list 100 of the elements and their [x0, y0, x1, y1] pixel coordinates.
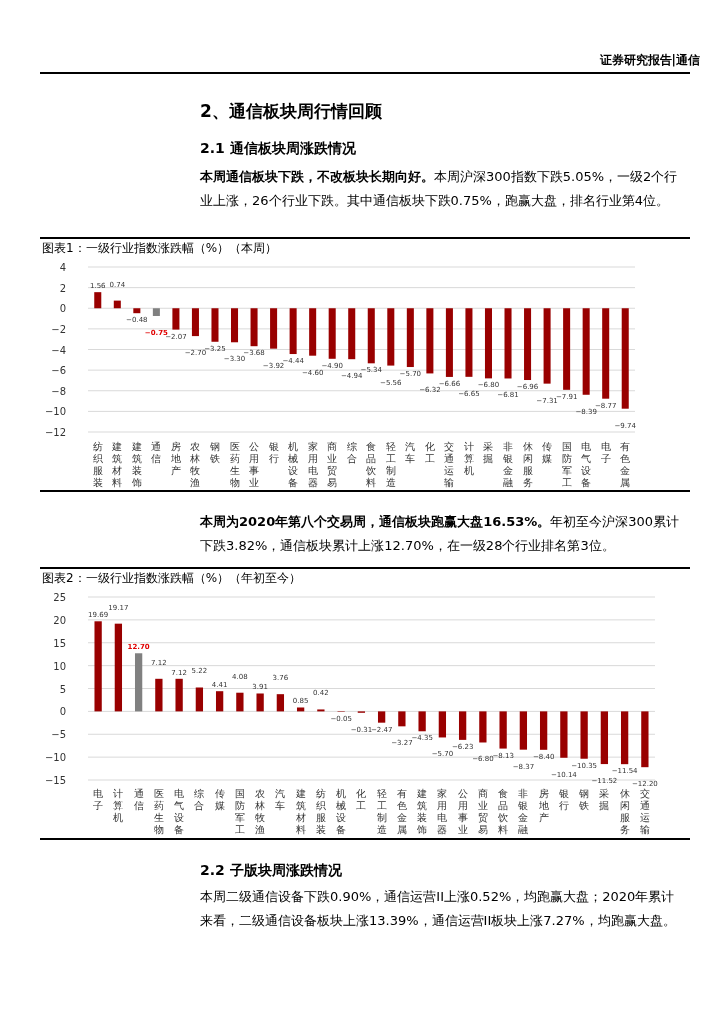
bar: [406, 308, 414, 368]
bar: [134, 653, 143, 712]
y-tick-label: 5: [59, 683, 66, 695]
x-tick-label: 汽车: [275, 788, 286, 811]
x-tick-label: 公用事业: [249, 441, 260, 488]
y-tick-label: 2: [59, 282, 66, 294]
x-tick-label: 农林牧渔: [254, 788, 266, 835]
bar: [155, 678, 163, 712]
bar: [348, 308, 356, 360]
annotation-p3: 本周二级通信设备下跌0.90%，通信运营II上涨0.52%，均跑赢大盘；2020年累计来看，二级通信设备板块上涨13.39%，通信运营II板块上涨7.27%，均跑赢大盘。: [200, 888, 677, 930]
bar: [519, 711, 528, 750]
bar: [172, 308, 180, 330]
bar: [438, 711, 447, 738]
x-tick-label: 房地产: [169, 441, 181, 476]
x-tick-label: 商业贸易: [327, 441, 338, 488]
x-tick-label: 食品饮料: [365, 441, 377, 488]
bar: [504, 308, 512, 379]
y-tick-label: 0: [59, 303, 66, 315]
x-tick-label: 通信: [151, 441, 162, 464]
y-tick-label: −10: [44, 406, 66, 418]
bar: [484, 308, 492, 379]
x-tick-label: 房地产: [537, 788, 549, 823]
bar: [458, 711, 467, 740]
bar: [231, 308, 239, 343]
x-tick-label: 综合: [194, 788, 205, 811]
annotation-h2: 2.1 通信板块周涨跌情况: [200, 140, 357, 158]
bar: [256, 693, 264, 712]
x-tick-label: 化工: [424, 441, 435, 464]
bar: [152, 308, 160, 316]
bar: [641, 711, 649, 768]
x-tick-label: 国防军工: [561, 441, 572, 488]
x-tick-label: 计算机: [113, 788, 124, 823]
y-tick-label: 20: [53, 614, 66, 626]
x-tick-label: 医药生物: [229, 441, 240, 488]
y-tick-label: −6: [51, 365, 66, 377]
bar: [499, 711, 507, 749]
y-tick-label: 25: [53, 592, 66, 603]
bar: [289, 308, 297, 355]
annotation-h3: 2.2 子版块周涨跌情况: [200, 862, 343, 880]
x-tick-label: 电子: [600, 441, 611, 464]
bar: [309, 308, 317, 356]
x-tick-label: 家用电器: [307, 441, 318, 488]
x-tick-label: 轻工制造: [376, 788, 387, 835]
x-tick-label: 有色金属: [620, 441, 631, 488]
bar: [539, 711, 548, 750]
x-tick-label: 银行: [557, 788, 569, 811]
bar: [445, 308, 453, 377]
bar: [543, 308, 551, 384]
title: 图表2：一级行业指数涨跌幅（%）（年初至今）: [42, 570, 303, 587]
y-tick-label: 0: [59, 706, 66, 718]
x-tick-label: 计算机: [463, 441, 474, 476]
x-tick-label: 建筑装饰: [416, 788, 428, 835]
bar: [94, 292, 102, 309]
x-tick-label: 交通运输: [444, 441, 455, 488]
bar: [398, 711, 406, 727]
bar: [418, 711, 426, 732]
bar: [600, 711, 609, 765]
x-tick-label: 汽车: [405, 441, 416, 464]
x-tick-label: 公用事业: [457, 788, 468, 835]
x-tick-label: 交通运输: [639, 788, 650, 835]
x-tick-label: 食品饮料: [497, 788, 509, 835]
bar: [580, 711, 588, 759]
bar: [563, 308, 571, 390]
bar: [250, 308, 258, 347]
bar: [195, 687, 204, 712]
x-tick-label: 家用电器: [437, 788, 448, 835]
y-tick-label: −10: [44, 752, 66, 764]
x-tick-label: 休闲服务: [522, 441, 533, 488]
x-tick-label: 采掘: [483, 441, 494, 464]
bar: [215, 691, 224, 712]
x-tick-label: 传媒: [214, 788, 225, 811]
annotation-p2: 本周为2020年第八个交易周，通信板块跑赢大盘16.53%。年初至今沪深300累计下跌3.82%，通信板块累计上涨12.70%，在一级28个行业排名第3位。: [200, 513, 680, 555]
x-tick-label: 传媒: [542, 441, 553, 464]
annotation-p1: 本周通信板块下跌，不改板块长期向好。本周沪深300指数下跌5.05%，一级2个行业上涨，26个行业下跌。其中通信板块下跌0.75%，跑赢大盘，排名行业第4位。: [200, 168, 679, 210]
bar: [560, 711, 568, 758]
bar: [113, 300, 121, 309]
x-tick-label: 化工: [356, 788, 367, 811]
x-tick-label: 建筑材料: [294, 788, 306, 835]
x-tick-label: 商业贸易: [477, 788, 488, 835]
y-tick-label: 15: [53, 637, 66, 649]
x-tick-label: 轻工制造: [385, 441, 396, 488]
x-tick-label: 纺织服装: [315, 788, 326, 835]
x-tick-label: 电气设备: [581, 441, 592, 488]
bar: [276, 694, 285, 712]
bar: [236, 692, 244, 712]
annotation-header: 证券研究报告|通信: [598, 52, 700, 69]
bar: [133, 308, 141, 314]
y-tick-label: −15: [44, 775, 66, 786]
bar: [94, 621, 102, 712]
bar: [191, 308, 199, 337]
x-tick-label: 综合: [346, 441, 357, 464]
y-tick-label: 10: [53, 660, 66, 672]
y-tick-label: 4: [59, 262, 66, 273]
bar: [367, 308, 375, 364]
y-tick-label: −4: [51, 344, 66, 356]
y-tick-label: −2: [51, 323, 66, 335]
x-tick-label: 国防军工: [234, 788, 245, 835]
annotation-h1: 2、通信板块周行情回顾: [200, 100, 383, 123]
x-tick-label: 机械设备: [336, 788, 347, 835]
x-tick-label: 采掘: [599, 788, 610, 811]
